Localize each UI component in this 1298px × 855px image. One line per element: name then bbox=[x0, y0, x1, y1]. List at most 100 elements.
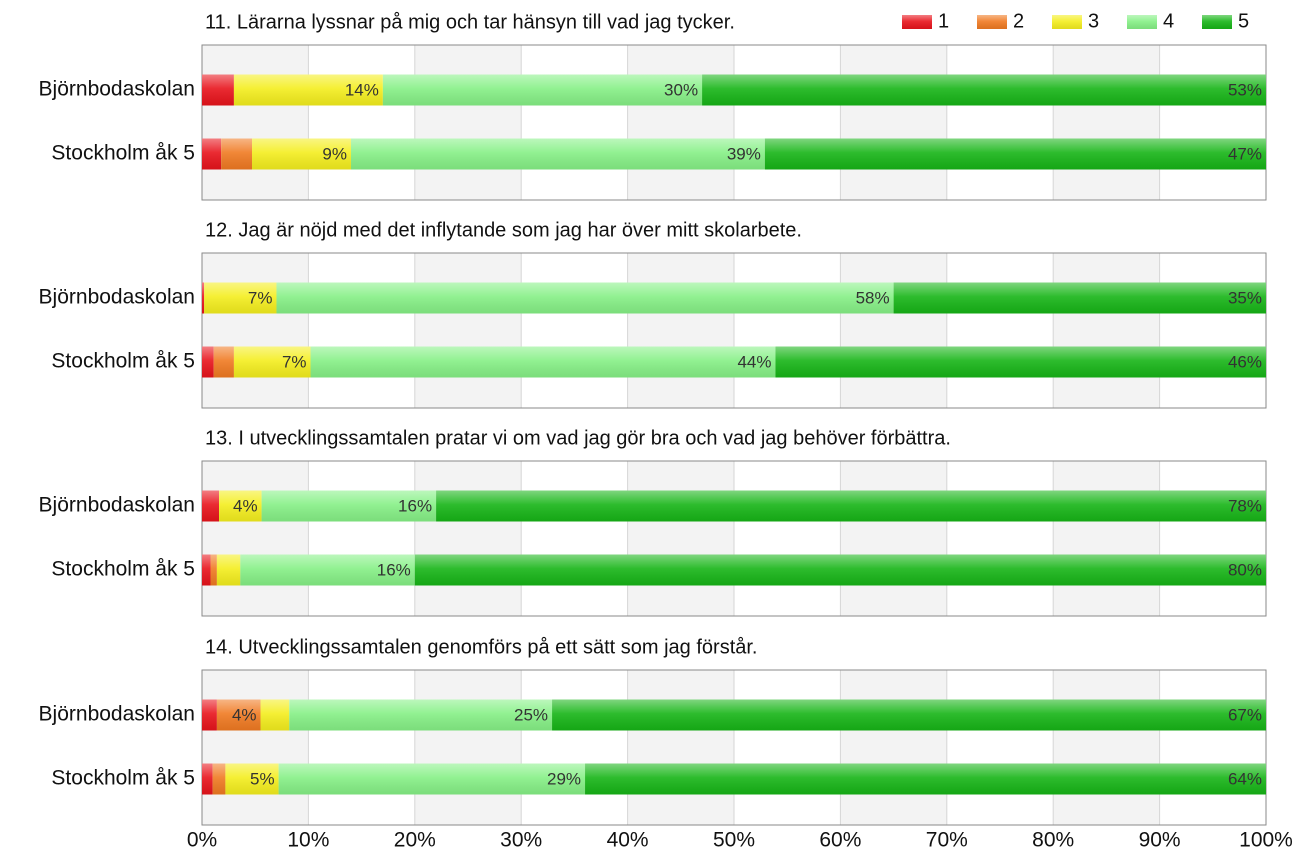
x-tick-label: 10% bbox=[287, 829, 329, 852]
bar-segment bbox=[202, 282, 205, 314]
value-label: 16% bbox=[377, 560, 411, 579]
grid-band bbox=[627, 45, 734, 200]
legend-label: 3 bbox=[1088, 10, 1099, 32]
panel-title: 11. Lärarna lyssnar på mig och tar hänsy… bbox=[205, 11, 735, 33]
panel-title: 13. I utvecklingssamtalen pratar vi om v… bbox=[205, 427, 951, 449]
grid-band bbox=[414, 253, 522, 408]
category-label: Björnbodaskolan bbox=[39, 494, 195, 517]
panel-frame bbox=[201, 252, 1267, 409]
panel-frame bbox=[201, 44, 1267, 201]
grid-band bbox=[840, 461, 947, 616]
bar-segment bbox=[202, 138, 222, 170]
value-label: 67% bbox=[1228, 705, 1262, 724]
x-tick-label: 20% bbox=[394, 829, 436, 852]
bar-segment bbox=[221, 138, 253, 170]
bar-segment bbox=[202, 346, 214, 378]
bar-segment bbox=[436, 490, 1267, 522]
value-label: 7% bbox=[282, 352, 307, 371]
legend-gloss bbox=[977, 15, 1007, 29]
bar-segment bbox=[213, 346, 234, 378]
bar-segment bbox=[893, 282, 1266, 314]
bar-segment bbox=[202, 74, 234, 106]
category-label: Björnbodaskolan bbox=[39, 286, 195, 309]
grid-band bbox=[414, 670, 522, 825]
legend-label: 1 bbox=[938, 10, 949, 32]
grid-band bbox=[414, 45, 522, 200]
panel-frame bbox=[201, 669, 1267, 826]
value-label: 46% bbox=[1228, 352, 1262, 371]
value-label: 25% bbox=[514, 705, 548, 724]
x-tick-label: 80% bbox=[1032, 829, 1074, 852]
value-label: 14% bbox=[345, 80, 379, 99]
x-tick-label: 0% bbox=[187, 829, 217, 852]
x-tick-label: 70% bbox=[926, 829, 968, 852]
panel-frame bbox=[201, 460, 1267, 617]
value-label: 4% bbox=[233, 496, 258, 515]
bar-segment bbox=[764, 138, 1266, 170]
bar-segment bbox=[289, 699, 553, 731]
x-tick-label: 30% bbox=[500, 829, 542, 852]
grid-band bbox=[1053, 45, 1160, 200]
grid-band bbox=[840, 253, 947, 408]
category-label: Björnbodaskolan bbox=[39, 703, 195, 726]
value-label: 39% bbox=[727, 144, 761, 163]
bar-segment bbox=[202, 554, 211, 586]
bar-segment bbox=[585, 763, 1266, 795]
value-label: 44% bbox=[737, 352, 771, 371]
bar-segment bbox=[278, 763, 586, 795]
legend-gloss bbox=[1127, 15, 1157, 29]
bar-segment bbox=[212, 763, 226, 795]
bar-segment bbox=[202, 490, 220, 522]
x-tick-label: 60% bbox=[819, 829, 861, 852]
legend-label: 5 bbox=[1238, 10, 1249, 32]
bar-segment bbox=[202, 763, 213, 795]
category-label: Stockholm åk 5 bbox=[51, 350, 195, 373]
panel-title: 14. Utvecklingssamtalen genomförs på ett… bbox=[205, 636, 757, 658]
category-label: Stockholm åk 5 bbox=[51, 767, 195, 790]
grid-band bbox=[627, 461, 734, 616]
category-label: Björnbodaskolan bbox=[39, 78, 195, 101]
value-label: 7% bbox=[248, 288, 273, 307]
bar-segment bbox=[310, 346, 776, 378]
value-label: 78% bbox=[1228, 496, 1262, 515]
grid-band bbox=[1053, 253, 1160, 408]
value-label: 5% bbox=[250, 769, 275, 788]
value-label: 29% bbox=[547, 769, 581, 788]
bar-segment bbox=[350, 138, 765, 170]
bar-segment bbox=[702, 74, 1266, 106]
bar-segment bbox=[202, 699, 217, 731]
x-tick-label: 40% bbox=[607, 829, 649, 852]
bar-segment bbox=[552, 699, 1266, 731]
value-label: 53% bbox=[1228, 80, 1262, 99]
x-tick-label: 90% bbox=[1139, 829, 1181, 852]
grid-band bbox=[202, 45, 309, 200]
grid-band bbox=[627, 670, 734, 825]
bar-segment bbox=[775, 346, 1266, 378]
grid-band bbox=[1053, 670, 1160, 825]
value-label: 64% bbox=[1228, 769, 1262, 788]
bar-segment bbox=[414, 554, 1266, 586]
grid-band bbox=[1053, 461, 1160, 616]
grid-band bbox=[840, 670, 947, 825]
category-label: Stockholm åk 5 bbox=[51, 142, 195, 165]
value-label: 47% bbox=[1228, 144, 1262, 163]
category-label: Stockholm åk 5 bbox=[51, 558, 195, 581]
grid-band bbox=[202, 670, 309, 825]
bar-segment bbox=[210, 554, 217, 586]
value-label: 30% bbox=[664, 80, 698, 99]
value-label: 80% bbox=[1228, 560, 1262, 579]
bar-segment bbox=[260, 699, 290, 731]
x-tick-label: 50% bbox=[713, 829, 755, 852]
bar-segment bbox=[216, 554, 241, 586]
value-label: 9% bbox=[322, 144, 347, 163]
legend-gloss bbox=[1202, 15, 1232, 29]
legend-gloss bbox=[902, 15, 932, 29]
grid-band bbox=[414, 461, 522, 616]
bar-segment bbox=[382, 74, 703, 106]
grid-band bbox=[202, 461, 309, 616]
grid-band bbox=[202, 253, 309, 408]
value-label: 16% bbox=[398, 496, 432, 515]
value-label: 35% bbox=[1228, 288, 1262, 307]
grid-band bbox=[627, 253, 734, 408]
